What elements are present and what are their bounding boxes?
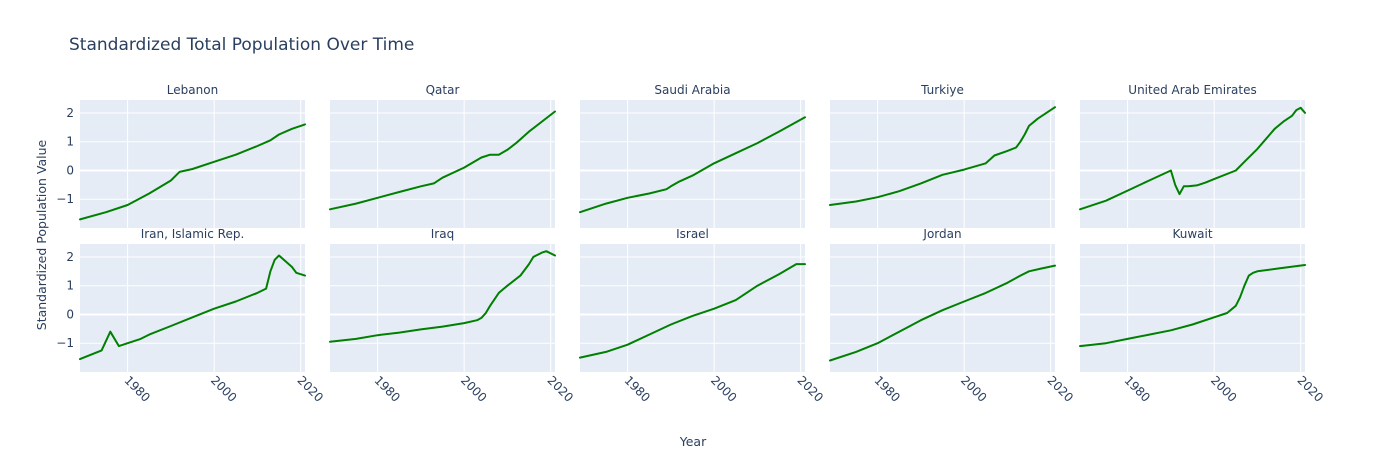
x-tick-label: 2000	[708, 373, 739, 404]
plot-area	[80, 100, 305, 228]
series-line	[579, 116, 806, 214]
x-tick-label: 2020	[1295, 373, 1326, 404]
plot-area	[1080, 244, 1305, 372]
x-tick-label: 2020	[295, 373, 326, 404]
plot-area	[330, 244, 555, 372]
x-tick-label: 2000	[1208, 373, 1239, 404]
plot-area	[1080, 100, 1305, 228]
series-line	[829, 264, 1056, 362]
y-tick-label: −1	[56, 192, 74, 206]
subplot-8: Jordan 1980 2000 2020	[829, 227, 1076, 405]
subplot-7: Israel 1980 2000 2020	[579, 227, 826, 405]
x-tick-label: 2020	[1045, 373, 1076, 404]
subplot-title: Israel	[676, 227, 709, 241]
series-line	[79, 254, 306, 361]
plot-area	[830, 244, 1055, 372]
y-tick-label: 2	[66, 106, 74, 120]
y-tick-label: 0	[66, 307, 74, 321]
series-line	[1079, 264, 1306, 348]
subplot-0: Lebanon −1 0 1 2	[56, 83, 306, 228]
y-axis-title: Standardized Population Value	[34, 139, 49, 330]
subplot-title: Iran, Islamic Rep.	[141, 227, 245, 241]
y-tick-label: 1	[66, 135, 74, 149]
plot-area	[580, 244, 805, 372]
x-axis-title: Year	[679, 434, 707, 449]
subplot-1: Qatar	[329, 83, 556, 228]
subplot-9: Kuwait 1980 2000 2020	[1079, 227, 1326, 405]
plot-area	[80, 244, 305, 372]
x-tick-label: 1980	[1121, 373, 1152, 404]
y-tick-label: 2	[66, 250, 74, 264]
x-tick-label: 1980	[871, 373, 902, 404]
x-tick-label: 2000	[208, 373, 239, 404]
x-tick-label: 1980	[621, 373, 652, 404]
series-line	[829, 106, 1056, 206]
subplot-6: Iraq 1980 2000 2020	[329, 227, 576, 405]
subplot-title: Jordan	[922, 227, 961, 241]
subplot-3: Turkiye	[829, 83, 1056, 228]
subplot-title: Saudi Arabia	[654, 83, 730, 97]
series-line	[329, 250, 556, 343]
x-tick-label: 2000	[958, 373, 989, 404]
subplot-title: United Arab Emirates	[1128, 83, 1256, 97]
series-line	[79, 123, 306, 221]
series-line	[1079, 106, 1306, 211]
plot-area	[830, 100, 1055, 228]
subplot-2: Saudi Arabia	[579, 83, 806, 228]
y-tick-label: −1	[56, 336, 74, 350]
subplot-title: Iraq	[431, 227, 454, 241]
plot-area	[580, 100, 805, 228]
chart-title: Standardized Total Population Over Time	[69, 35, 414, 55]
subplot-4: United Arab Emirates	[1079, 83, 1306, 228]
subplot-grid: Lebanon −1 0 1 2 Qatar Saudi Arabia Turkiye Unit…	[56, 83, 1326, 405]
x-tick-label: 2000	[458, 373, 489, 404]
subplot-title: Kuwait	[1172, 227, 1212, 241]
x-tick-label: 1980	[371, 373, 402, 404]
series-line	[579, 263, 806, 359]
x-tick-label: 1980	[121, 373, 152, 404]
subplot-title: Qatar	[426, 83, 460, 97]
subplot-5: Iran, Islamic Rep. −1 0 1 2 1980 2000 2020	[56, 227, 326, 405]
series-line	[329, 110, 556, 211]
subplot-title: Lebanon	[167, 83, 218, 97]
x-tick-label: 2020	[545, 373, 576, 404]
subplot-title: Turkiye	[920, 83, 964, 97]
x-tick-label: 2020	[795, 373, 826, 404]
y-tick-label: 0	[66, 163, 74, 177]
plot-area	[330, 100, 555, 228]
y-tick-label: 1	[66, 279, 74, 293]
